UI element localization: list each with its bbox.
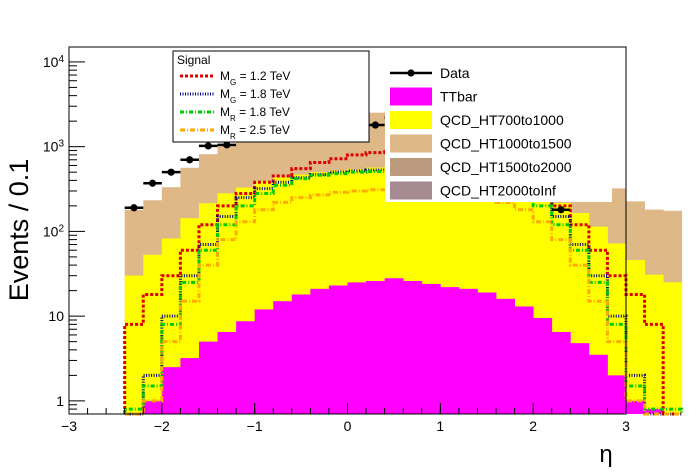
x-tick-label: 1: [436, 418, 444, 434]
data-legend-marker: [407, 69, 415, 77]
data-legend-label: TTbar: [440, 89, 478, 105]
data-legend-swatch: [390, 111, 432, 129]
data-legend-label: QCD_HT2000toInf: [440, 183, 556, 199]
bar-ttbar: [496, 298, 515, 414]
bar-ttbar: [347, 282, 367, 414]
signal-legend-box: [172, 50, 370, 143]
y-tick-label: 1: [56, 393, 64, 409]
data-legend-label: QCD_HT1500to2000: [440, 159, 572, 175]
data-point: [204, 142, 212, 150]
data-point: [186, 156, 194, 164]
bar-ttbar: [143, 400, 163, 414]
data-legend-swatch: [390, 134, 432, 153]
x-tick-label: −1: [247, 418, 263, 434]
data-legend-box: [385, 60, 612, 202]
bar-ttbar: [254, 309, 274, 414]
bar-qcd-ht700to1000: [143, 254, 163, 414]
signal-legend-header: Signal: [177, 53, 210, 67]
bar-ttbar: [198, 341, 218, 414]
bar-ttbar: [384, 278, 404, 414]
bar-ttbar: [328, 285, 348, 414]
bar-qcd-ht700to1000: [663, 282, 683, 414]
stack-ttbar: [143, 278, 664, 414]
data-point: [130, 204, 138, 212]
data-legend-swatch: [390, 181, 432, 200]
bar-ttbar: [366, 280, 386, 414]
bar-ttbar: [570, 343, 590, 414]
x-tick-label: −3: [61, 418, 77, 434]
stacked-histograms: [124, 111, 683, 415]
x-tick-label: 3: [622, 418, 630, 434]
x-tick-label: −2: [154, 418, 170, 434]
bar-ttbar: [403, 280, 423, 414]
bar-ttbar: [477, 292, 497, 414]
signal-legend-label: MG = 1.8 TeV: [220, 87, 290, 105]
bar-qcd-ht700to1000: [124, 275, 144, 414]
bar-ttbar: [236, 321, 256, 414]
bar-ttbar: [217, 331, 237, 414]
bar-ttbar: [161, 367, 181, 414]
bar-qcd-ht700to1000: [607, 243, 627, 414]
bar-ttbar: [588, 354, 608, 414]
y-axis-label: Events / 0.1: [4, 159, 34, 302]
bar-ttbar: [551, 331, 571, 414]
x-tick-label: 0: [344, 418, 352, 434]
bar-ttbar: [421, 283, 441, 414]
bar-qcd-ht700to1000: [644, 274, 664, 414]
x-tick-label: 2: [529, 418, 537, 434]
data-point: [223, 141, 231, 149]
signal-legend-label: MR = 1.8 TeV: [220, 105, 290, 123]
bar-ttbar: [310, 288, 330, 414]
y-tick-label: 10: [48, 308, 64, 324]
bar-ttbar: [514, 306, 534, 414]
bar-qcd-ht700to1000: [626, 259, 645, 414]
bar-ttbar: [440, 287, 460, 414]
data-legend-label: QCD_HT1000to1500: [440, 136, 572, 152]
data-legend: Data TTbar QCD_HT700to1000 QCD_HT1000to1500…: [385, 60, 612, 202]
data-point: [371, 121, 379, 129]
bar-ttbar: [458, 288, 478, 414]
x-axis-label: η: [599, 441, 612, 468]
data-legend-swatch: [390, 158, 432, 176]
y-tick-label: 104: [43, 53, 65, 70]
data-legend-label: QCD_HT700to1000: [440, 112, 564, 128]
data-point: [148, 179, 157, 187]
bar-ttbar: [273, 301, 293, 414]
bar-ttbar: [626, 400, 645, 414]
bar-ttbar: [644, 409, 664, 414]
bar-ttbar: [533, 318, 553, 414]
data-point: [167, 168, 175, 176]
bar-ttbar: [607, 375, 627, 414]
y-tick-label: 103: [43, 138, 65, 155]
bar-ttbar: [180, 358, 200, 414]
signal-legend-label: MG = 1.2 TeV: [220, 69, 290, 87]
bar-ttbar: [291, 294, 311, 414]
data-legend-label: Data: [440, 65, 470, 81]
data-legend-swatch: [390, 87, 432, 106]
data-point: [557, 206, 565, 214]
signal-legend-label: MR = 2.5 TeV: [220, 123, 290, 141]
y-tick-label: 102: [43, 223, 65, 240]
